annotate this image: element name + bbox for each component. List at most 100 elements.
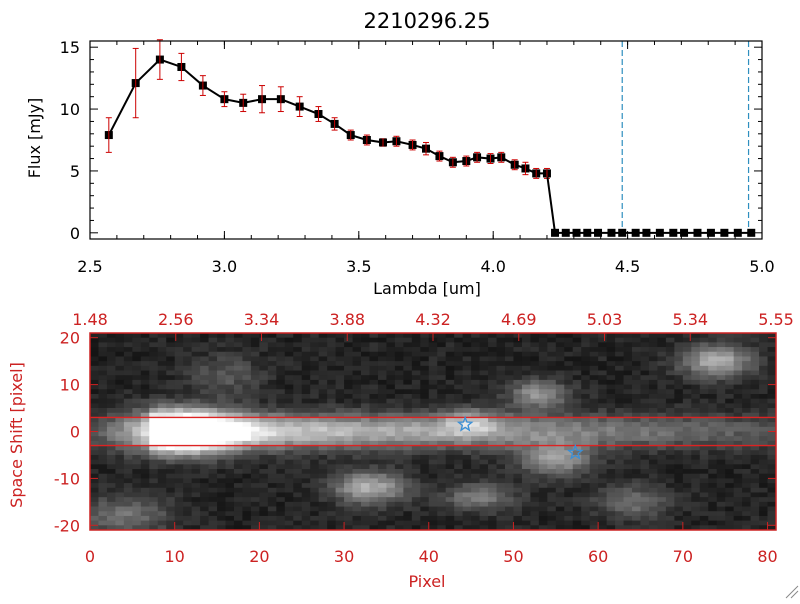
- heatmap-cell: [513, 379, 523, 385]
- heatmap-cell: [488, 361, 497, 367]
- heatmap-cell: [267, 426, 277, 432]
- heatmap-cell: [648, 356, 658, 362]
- heatmap-cell: [606, 501, 616, 507]
- heatmap-cell: [386, 520, 396, 526]
- heatmap-cell: [606, 473, 616, 479]
- heatmap-cell: [479, 501, 489, 507]
- heatmap-cell: [674, 398, 684, 404]
- heatmap-cell: [310, 525, 320, 531]
- heatmap-cell: [98, 408, 108, 414]
- heatmap-cell: [708, 398, 718, 404]
- heatmap-cell: [640, 492, 650, 498]
- heatmap-cell: [750, 356, 760, 362]
- heatmap-cell: [496, 337, 506, 343]
- heatmap-cell: [267, 469, 277, 475]
- heatmap-cell: [699, 464, 709, 470]
- heatmap-cell: [521, 365, 531, 371]
- heatmap-cell: [759, 440, 768, 446]
- heatmap-cell: [361, 333, 370, 339]
- heatmap-cell: [750, 351, 760, 357]
- heatmap-cell: [504, 487, 514, 493]
- heatmap-cell: [725, 483, 735, 489]
- heatmap-cell: [657, 347, 667, 353]
- heatmap-cell: [767, 445, 777, 451]
- heatmap-cell: [267, 408, 277, 414]
- heatmap-cell: [335, 351, 345, 357]
- y-tick-label: 0: [70, 423, 80, 442]
- x-tick-label: 20: [249, 547, 269, 566]
- heatmap-cell: [471, 333, 480, 339]
- heatmap-cell: [750, 393, 760, 400]
- heatmap-cell: [513, 483, 523, 489]
- heatmap-cell: [623, 393, 633, 400]
- heatmap-cell: [648, 431, 658, 437]
- heatmap-cell: [174, 347, 184, 353]
- heatmap-cell: [318, 445, 328, 451]
- heatmap-cell: [284, 426, 294, 432]
- heatmap-cell: [106, 342, 116, 348]
- heatmap-cell: [318, 412, 328, 418]
- heatmap-cell: [538, 379, 548, 385]
- heatmap-cell: [411, 351, 421, 357]
- resize-grip-icon[interactable]: [785, 585, 799, 599]
- heatmap-cell: [623, 501, 633, 507]
- heatmap-cell: [377, 440, 387, 446]
- heatmap-cell: [708, 445, 718, 451]
- heatmap-cell: [106, 408, 116, 414]
- heatmap-cell: [157, 412, 167, 418]
- heatmap-cell: [454, 347, 464, 353]
- heatmap-cell: [767, 351, 777, 357]
- heatmap-cell: [132, 464, 142, 470]
- heatmap-cell: [166, 487, 176, 493]
- heatmap-cell: [191, 483, 201, 489]
- heatmap-cell: [132, 422, 142, 428]
- heatmap-cell: [674, 450, 684, 456]
- heatmap-cell: [471, 487, 480, 493]
- heatmap-cell: [496, 351, 506, 357]
- heatmap-cell: [555, 459, 565, 465]
- heatmap-cell: [521, 412, 531, 418]
- heatmap-cell: [344, 422, 353, 428]
- heatmap-cell: [276, 525, 286, 531]
- heatmap-cell: [377, 436, 387, 442]
- heatmap-cell: [183, 469, 193, 475]
- heatmap-cell: [191, 342, 201, 348]
- heatmap-cell: [394, 342, 404, 348]
- heatmap-cell: [352, 525, 362, 531]
- heatmap-cell: [344, 506, 353, 512]
- heatmap-cell: [581, 492, 591, 498]
- heatmap-cell: [665, 333, 675, 339]
- heatmap-cell: [106, 361, 116, 367]
- heatmap-cell: [106, 511, 116, 517]
- heatmap-cell: [657, 342, 667, 348]
- heatmap-cell: [233, 525, 243, 531]
- heatmap-cell: [674, 464, 684, 470]
- heatmap-cell: [547, 365, 557, 371]
- heatmap-cell: [267, 417, 277, 423]
- heatmap-cell: [750, 361, 760, 367]
- heatmap-cell: [606, 426, 616, 432]
- heatmap-cell: [691, 384, 701, 390]
- heatmap-cell: [428, 431, 438, 437]
- heatmap-cell: [301, 393, 311, 400]
- heatmap-cell: [691, 440, 701, 446]
- heatmap-cell: [166, 356, 176, 362]
- heatmap-cell: [488, 337, 497, 343]
- heatmap-cell: [132, 478, 142, 484]
- heatmap-cell: [132, 483, 142, 489]
- heatmap-cell: [513, 459, 523, 465]
- heatmap-cell: [699, 431, 709, 437]
- heatmap-cell: [132, 445, 142, 451]
- heatmap-cell: [293, 422, 303, 428]
- heatmap-cell: [750, 515, 760, 522]
- heatmap-cell: [555, 375, 565, 381]
- heatmap-cell: [538, 515, 548, 522]
- heatmap-cell: [471, 454, 480, 461]
- heatmap-cell: [293, 365, 303, 371]
- heatmap-cell: [437, 342, 447, 348]
- heatmap-cell: [742, 497, 751, 503]
- heatmap-cell: [411, 445, 421, 451]
- heatmap-cell: [538, 347, 548, 353]
- heatmap-cell: [530, 389, 540, 395]
- heatmap-cell: [293, 333, 303, 339]
